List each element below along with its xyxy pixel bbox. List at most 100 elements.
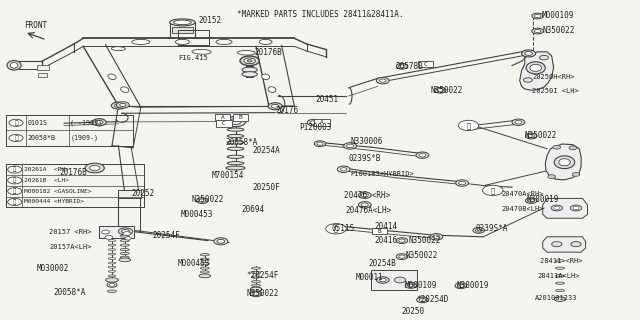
Text: 20176: 20176 xyxy=(275,106,298,115)
Text: 20058*A: 20058*A xyxy=(225,138,258,147)
Ellipse shape xyxy=(399,239,405,242)
Text: 20254A: 20254A xyxy=(253,146,280,155)
Circle shape xyxy=(483,185,503,196)
Ellipse shape xyxy=(259,39,272,44)
Ellipse shape xyxy=(307,119,320,126)
Ellipse shape xyxy=(111,47,125,51)
Text: 20157A<LH>: 20157A<LH> xyxy=(49,244,92,250)
Ellipse shape xyxy=(548,175,556,179)
Circle shape xyxy=(9,119,23,126)
Ellipse shape xyxy=(552,242,562,247)
Ellipse shape xyxy=(540,55,548,60)
Text: N380019: N380019 xyxy=(456,281,489,290)
Ellipse shape xyxy=(7,60,21,70)
Ellipse shape xyxy=(528,134,534,138)
Circle shape xyxy=(8,177,22,184)
Ellipse shape xyxy=(217,239,225,243)
Polygon shape xyxy=(545,144,581,180)
Ellipse shape xyxy=(268,87,276,92)
Text: ③: ③ xyxy=(14,120,18,125)
Ellipse shape xyxy=(380,79,386,82)
Ellipse shape xyxy=(437,89,444,92)
Ellipse shape xyxy=(252,276,260,278)
Text: 20470B<LH>: 20470B<LH> xyxy=(501,206,543,212)
Ellipse shape xyxy=(559,159,570,166)
Ellipse shape xyxy=(556,289,564,292)
Ellipse shape xyxy=(90,165,100,171)
Ellipse shape xyxy=(170,19,195,26)
Text: ①: ① xyxy=(13,167,17,172)
Ellipse shape xyxy=(419,153,426,157)
Text: 0511S: 0511S xyxy=(332,224,355,233)
Bar xyxy=(215,114,230,121)
Ellipse shape xyxy=(532,28,543,34)
Text: 20152: 20152 xyxy=(198,16,221,25)
Text: A: A xyxy=(221,115,225,120)
Ellipse shape xyxy=(396,254,408,260)
Ellipse shape xyxy=(317,142,323,145)
Text: N350022: N350022 xyxy=(192,196,225,204)
Ellipse shape xyxy=(524,78,532,82)
Ellipse shape xyxy=(361,193,368,197)
Ellipse shape xyxy=(358,202,371,208)
Ellipse shape xyxy=(226,166,245,170)
Bar xyxy=(38,73,47,77)
Text: FRONT: FRONT xyxy=(24,21,47,30)
Ellipse shape xyxy=(111,102,125,109)
Ellipse shape xyxy=(556,297,564,300)
Text: FIG.415: FIG.415 xyxy=(178,55,207,60)
Ellipse shape xyxy=(225,116,246,127)
Ellipse shape xyxy=(532,13,543,19)
Ellipse shape xyxy=(242,67,257,72)
Ellipse shape xyxy=(573,206,579,210)
Ellipse shape xyxy=(396,63,408,69)
Ellipse shape xyxy=(227,134,244,138)
Ellipse shape xyxy=(216,39,232,44)
Bar xyxy=(118,190,141,198)
Ellipse shape xyxy=(572,172,580,176)
Ellipse shape xyxy=(551,205,563,211)
Bar xyxy=(371,270,417,290)
Text: 20694: 20694 xyxy=(241,205,264,214)
Text: M000453: M000453 xyxy=(177,260,210,268)
Text: 20470A<RH>: 20470A<RH> xyxy=(501,191,543,196)
Ellipse shape xyxy=(120,103,126,107)
Ellipse shape xyxy=(379,278,386,282)
Ellipse shape xyxy=(108,249,116,251)
Ellipse shape xyxy=(247,60,252,62)
Text: 20058*A: 20058*A xyxy=(53,288,86,297)
Ellipse shape xyxy=(416,152,429,158)
Text: P100183<HYBRID>: P100183<HYBRID> xyxy=(351,172,415,177)
Ellipse shape xyxy=(569,146,577,150)
Text: M700154: M700154 xyxy=(211,172,244,180)
Ellipse shape xyxy=(227,147,244,150)
Ellipse shape xyxy=(433,235,440,239)
Ellipse shape xyxy=(108,74,116,80)
Ellipse shape xyxy=(456,180,468,186)
Ellipse shape xyxy=(242,72,257,77)
Ellipse shape xyxy=(116,102,129,108)
Ellipse shape xyxy=(253,292,259,295)
Ellipse shape xyxy=(554,206,560,210)
Ellipse shape xyxy=(123,232,131,236)
Bar xyxy=(216,120,232,127)
Ellipse shape xyxy=(175,39,189,44)
Ellipse shape xyxy=(240,56,259,66)
Text: 20058*B: 20058*B xyxy=(28,135,56,141)
Ellipse shape xyxy=(334,225,341,229)
Text: 20250: 20250 xyxy=(401,308,424,316)
Bar xyxy=(172,27,193,33)
Ellipse shape xyxy=(120,239,129,242)
Ellipse shape xyxy=(227,162,244,165)
Ellipse shape xyxy=(200,258,209,260)
Text: 28411A<LH>: 28411A<LH> xyxy=(538,273,580,279)
Ellipse shape xyxy=(458,284,464,287)
Text: ②: ② xyxy=(13,199,17,205)
Circle shape xyxy=(8,198,22,205)
Ellipse shape xyxy=(340,168,347,171)
Circle shape xyxy=(326,224,346,234)
Ellipse shape xyxy=(262,74,269,80)
Ellipse shape xyxy=(108,240,116,242)
Ellipse shape xyxy=(120,248,129,251)
Ellipse shape xyxy=(512,119,525,125)
